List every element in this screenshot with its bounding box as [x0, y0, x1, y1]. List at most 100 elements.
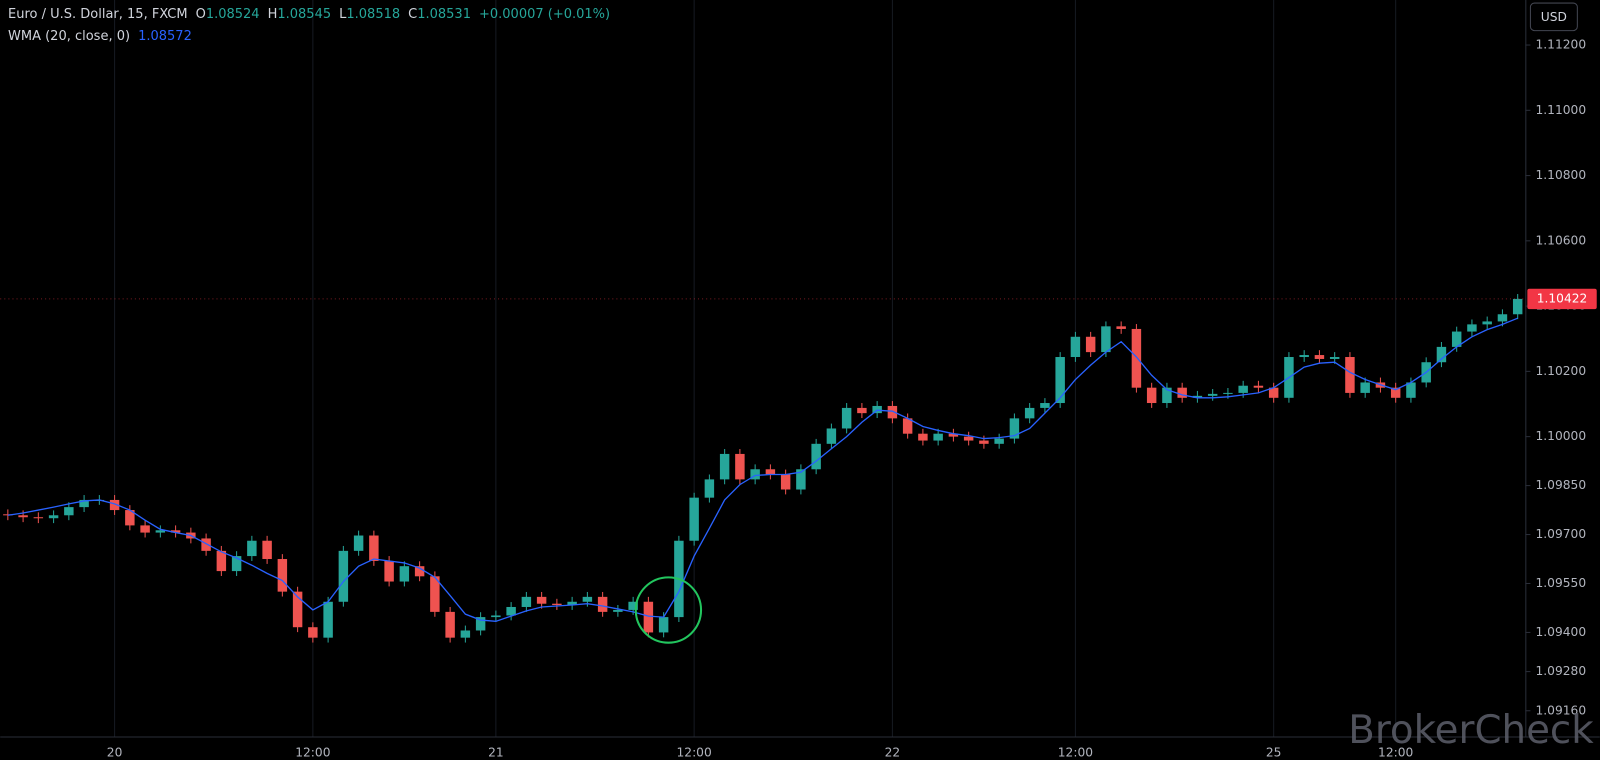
- candle-body: [384, 560, 394, 582]
- candle-body: [1299, 355, 1309, 358]
- candle-body: [765, 469, 776, 475]
- candle-body: [567, 601, 577, 606]
- candle-body: [262, 540, 272, 560]
- candle-body: [18, 515, 28, 518]
- candle-body: [1223, 392, 1233, 394]
- candle-body: [1360, 382, 1370, 393]
- candle-body: [1253, 385, 1264, 388]
- candle-body: [247, 540, 257, 557]
- candle-body: [613, 609, 623, 612]
- y-tick-label: 1.11000: [1536, 103, 1587, 117]
- candle-body: [353, 535, 364, 551]
- close-value: 1.08531: [417, 7, 471, 22]
- candle-body: [1268, 387, 1279, 398]
- candle-body: [796, 469, 806, 490]
- candle-body: [780, 474, 791, 490]
- candle-body: [1314, 355, 1325, 359]
- candle-body: [460, 630, 471, 638]
- candle-body: [1345, 357, 1355, 393]
- y-tick-label: 1.09700: [1536, 527, 1587, 541]
- low-value: 1.08518: [346, 7, 401, 22]
- candle-body: [1512, 298, 1523, 315]
- x-tick-label: 21: [488, 745, 504, 759]
- candle-body: [1497, 314, 1508, 322]
- candle-body: [597, 596, 608, 612]
- candle-body: [231, 556, 242, 572]
- candle-body: [48, 515, 59, 519]
- candle-body: [414, 566, 425, 577]
- candle-body: [1024, 407, 1035, 419]
- grid: [114, 0, 1397, 737]
- x-tick-label: 12:00: [1378, 745, 1413, 759]
- candle-body: [704, 479, 715, 498]
- y-tick-label: 1.11200: [1536, 38, 1587, 52]
- currency-label[interactable]: USD: [1541, 10, 1567, 24]
- candle-body: [1482, 321, 1492, 325]
- candle-body: [1131, 328, 1142, 388]
- x-tick-label: 20: [107, 745, 123, 759]
- currency-button[interactable]: [1529, 2, 1578, 32]
- indicator-legend: WMA (20, close, 0) 1.08572: [8, 29, 192, 44]
- candle-body: [1192, 395, 1203, 398]
- y-tick-label: 1.10800: [1536, 168, 1587, 182]
- candle-body: [170, 530, 181, 533]
- candle-body: [399, 566, 410, 582]
- open-label: O: [195, 7, 206, 22]
- x-tick-label: 12:00: [677, 745, 712, 759]
- candle-body: [216, 550, 227, 572]
- y-tick-label: 1.09400: [1536, 625, 1587, 639]
- highlight-circle: [634, 576, 703, 644]
- candle-body: [277, 559, 288, 592]
- candle-body: [1451, 331, 1462, 347]
- watermark: BrokerCheck: [1348, 708, 1594, 753]
- candle-body: [1329, 357, 1340, 359]
- candle-body: [841, 407, 852, 429]
- candle-body: [628, 601, 638, 610]
- y-tick-label: 1.09160: [1536, 703, 1587, 717]
- candle-body: [1070, 336, 1081, 358]
- candle-body: [887, 405, 898, 419]
- y-tick-label: 1.10000: [1536, 429, 1587, 443]
- candle-body: [826, 428, 837, 444]
- candle-body: [1162, 387, 1172, 404]
- indicator-value: 1.08572: [138, 29, 192, 44]
- x-tick-label: 22: [885, 745, 901, 759]
- candle-body: [369, 535, 379, 561]
- candle-body: [79, 499, 89, 508]
- candle-body: [1436, 346, 1447, 363]
- candle-body: [521, 596, 532, 607]
- y-tick-label: 1.10200: [1536, 364, 1587, 378]
- x-tick-label: 12:00: [1058, 745, 1093, 759]
- candle-body: [64, 507, 74, 516]
- candle-body: [1406, 382, 1416, 398]
- candle-body: [125, 510, 135, 526]
- candle-body: [491, 615, 501, 618]
- candle-body: [994, 438, 1004, 444]
- x-tick-label: 25: [1266, 745, 1282, 759]
- candle-body: [475, 617, 486, 631]
- candle-body: [1467, 324, 1477, 332]
- axes: 1.112001.110001.108001.106001.104001.102…: [0, 38, 1597, 759]
- candle-body: [1207, 393, 1218, 396]
- candle-body: [582, 596, 593, 602]
- candle-body: [902, 418, 913, 434]
- candle-body: [918, 433, 928, 441]
- candle-body: [1390, 387, 1401, 398]
- y-tick-label: 1.10600: [1536, 233, 1587, 247]
- candle-body: [155, 530, 166, 533]
- candle-body: [445, 611, 455, 638]
- candle-body: [979, 440, 989, 444]
- candle-body: [1238, 385, 1248, 393]
- candle-body: [552, 603, 562, 606]
- wma-line: [7, 317, 1518, 623]
- indicator-name: WMA (20, close, 0): [8, 29, 131, 44]
- candle-body: [658, 617, 669, 633]
- candle-body: [963, 436, 974, 441]
- candle-body: [811, 443, 821, 470]
- candle-body: [109, 499, 120, 511]
- candle-body: [1055, 357, 1065, 404]
- candle-body: [1177, 387, 1187, 398]
